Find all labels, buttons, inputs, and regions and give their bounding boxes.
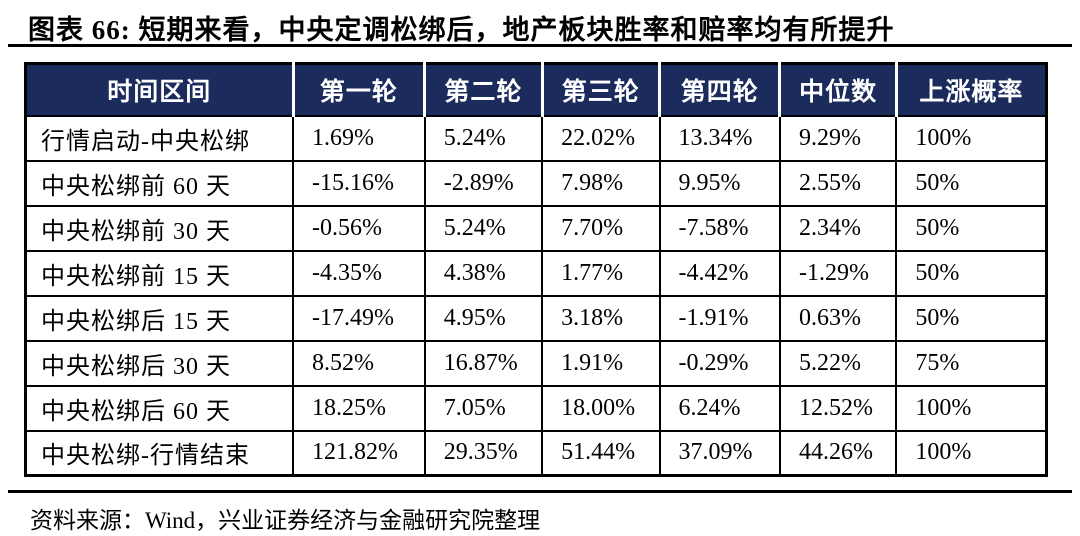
row-label: 中央松绑前 30 天 bbox=[24, 204, 294, 252]
table-cell: 50% bbox=[895, 204, 1048, 252]
table-cell: 29.35% bbox=[423, 429, 544, 477]
table-cell: 4.95% bbox=[423, 294, 544, 342]
row-label: 行情启动-中央松绑 bbox=[24, 114, 294, 162]
column-header-time-range: 时间区间 bbox=[25, 63, 293, 117]
table-row: 行情启动-中央松绑 1.69% 5.24% 22.02% 13.34% 9.29… bbox=[24, 114, 1048, 162]
table-cell: 2.34% bbox=[778, 204, 898, 252]
table-cell: 8.52% bbox=[292, 339, 426, 387]
row-label: 中央松绑-行情结束 bbox=[24, 429, 294, 477]
column-header-round-3: 第三轮 bbox=[540, 63, 660, 117]
table-row: 中央松绑前 30 天 -0.56% 5.24% 7.70% -7.58% 2.3… bbox=[24, 204, 1048, 252]
table-cell: 7.05% bbox=[423, 384, 544, 432]
table-cell: -1.91% bbox=[658, 294, 781, 342]
table-cell: 100% bbox=[895, 114, 1048, 162]
table-cell: -17.49% bbox=[292, 294, 426, 342]
table-cell: -2.89% bbox=[423, 159, 544, 207]
table-cell: 5.22% bbox=[778, 339, 898, 387]
source-line: 资料来源：Wind，兴业证券经济与金融研究院整理 bbox=[30, 508, 541, 533]
table-cell: 1.77% bbox=[541, 249, 661, 297]
table-cell: 1.69% bbox=[292, 114, 426, 162]
table-cell: 5.24% bbox=[423, 114, 544, 162]
table-row: 中央松绑前 15 天 -4.35% 4.38% 1.77% -4.42% -1.… bbox=[24, 249, 1048, 297]
column-header-round-2: 第二轮 bbox=[423, 63, 543, 117]
figure-title: 图表 66: 短期来看，中央定调松绑后，地产板块胜率和赔率均有所提升 bbox=[28, 15, 895, 45]
table-cell: 9.29% bbox=[778, 114, 898, 162]
table-cell: 12.52% bbox=[778, 384, 898, 432]
table-cell: -15.16% bbox=[292, 159, 426, 207]
table-cell: 51.44% bbox=[541, 429, 661, 477]
table-cell: 75% bbox=[895, 339, 1048, 387]
table-cell: 13.34% bbox=[658, 114, 781, 162]
table-cell: 9.95% bbox=[658, 159, 781, 207]
table-row: 中央松绑后 30 天 8.52% 16.87% 1.91% -0.29% 5.2… bbox=[24, 339, 1048, 387]
table-cell: -1.29% bbox=[778, 249, 898, 297]
table-cell: 7.98% bbox=[541, 159, 661, 207]
column-header-up-probability: 上涨概率 bbox=[894, 63, 1047, 117]
table-cell: 2.55% bbox=[778, 159, 898, 207]
column-header-round-1: 第一轮 bbox=[291, 63, 425, 117]
row-label: 中央松绑后 15 天 bbox=[24, 294, 294, 342]
table-cell: 44.26% bbox=[778, 429, 898, 477]
row-label: 中央松绑前 60 天 bbox=[24, 159, 294, 207]
footer-rule bbox=[8, 490, 1072, 493]
table-cell: 7.70% bbox=[541, 204, 661, 252]
table-cell: 50% bbox=[895, 249, 1048, 297]
table-cell: 0.63% bbox=[778, 294, 898, 342]
row-label: 中央松绑后 30 天 bbox=[24, 339, 294, 387]
table-cell: 22.02% bbox=[541, 114, 661, 162]
table-cell: 1.91% bbox=[541, 339, 661, 387]
table-row: 中央松绑后 15 天 -17.49% 4.95% 3.18% -1.91% 0.… bbox=[24, 294, 1048, 342]
table-cell: 3.18% bbox=[541, 294, 661, 342]
table-cell: 121.82% bbox=[292, 429, 426, 477]
table-cell: 18.25% bbox=[292, 384, 426, 432]
table-cell: 6.24% bbox=[658, 384, 781, 432]
row-label: 中央松绑后 60 天 bbox=[24, 384, 294, 432]
table-header-row: 时间区间 第一轮 第二轮 第三轮 第四轮 中位数 上涨概率 bbox=[25, 63, 1047, 117]
table-cell: 4.38% bbox=[423, 249, 544, 297]
table-cell: 100% bbox=[895, 429, 1048, 477]
title-rule bbox=[8, 44, 1072, 47]
table-cell: 5.24% bbox=[423, 204, 544, 252]
data-table: 时间区间 第一轮 第二轮 第三轮 第四轮 中位数 上涨概率 行情启动-中央松绑 … bbox=[24, 62, 1048, 477]
table-cell: -7.58% bbox=[658, 204, 781, 252]
row-label: 中央松绑前 15 天 bbox=[24, 249, 294, 297]
table-row: 中央松绑-行情结束 121.82% 29.35% 51.44% 37.09% 4… bbox=[24, 429, 1048, 477]
table-cell: -0.56% bbox=[292, 204, 426, 252]
table-cell: 37.09% bbox=[658, 429, 781, 477]
table-cell: 16.87% bbox=[423, 339, 544, 387]
table-cell: 100% bbox=[895, 384, 1048, 432]
table-cell: 50% bbox=[895, 159, 1048, 207]
table-cell: -4.42% bbox=[658, 249, 781, 297]
table-cell: 18.00% bbox=[541, 384, 661, 432]
column-header-median: 中位数 bbox=[778, 63, 897, 117]
table-cell: 50% bbox=[895, 294, 1048, 342]
table-cell: -0.29% bbox=[658, 339, 781, 387]
table-row: 中央松绑后 60 天 18.25% 7.05% 18.00% 6.24% 12.… bbox=[24, 384, 1048, 432]
table-cell: -4.35% bbox=[292, 249, 426, 297]
column-header-round-4: 第四轮 bbox=[658, 63, 780, 117]
table-row: 中央松绑前 60 天 -15.16% -2.89% 7.98% 9.95% 2.… bbox=[24, 159, 1048, 207]
